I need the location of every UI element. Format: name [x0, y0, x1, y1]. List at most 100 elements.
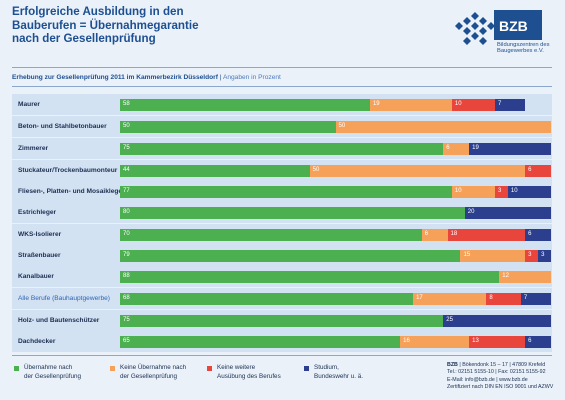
chart-top-divider: [12, 86, 552, 87]
data-label-estrichleger-series-1: 80: [123, 209, 130, 215]
legend-label-3-line-1: Keine weitere: [217, 364, 256, 371]
bar-segment-holz-und-bautensch-tzer-series-1: [120, 314, 444, 327]
data-label-holz-und-bautensch-tzer-series-4: 25: [446, 317, 453, 323]
subheading-unit: Angaben in Prozent: [222, 74, 281, 81]
data-label-wks-isolierer-series-3: 18: [450, 231, 458, 237]
top-divider: [12, 67, 552, 68]
data-label-stra-enbauer-series-3: 3: [528, 252, 532, 258]
bar-segment-dachdecker-series-4: [525, 335, 551, 348]
legend-swatch-4: [304, 366, 309, 371]
legend-label-4-line-2: Bundeswehr u. ä.: [314, 372, 364, 380]
footer-phone: Tel.: 02151 5155-10 | Fax: 02151 5155-92: [447, 369, 546, 376]
footer-cert: Zertifiziert nach DIN EN ISO 9001 und AZ…: [447, 383, 554, 390]
data-label-stra-enbauer-series-4: 3: [541, 252, 545, 258]
bar-segment-wks-isolierer-series-1: [120, 228, 422, 241]
footer-org: BZB: [447, 362, 458, 368]
data-label-alle-berufe-bauhauptgewerbe-series-1: 68: [123, 295, 130, 301]
bar-segment-wks-isolierer-series-2: [421, 228, 448, 241]
bar-segment-dachdecker-series-1: [120, 335, 401, 348]
title-line-1: Erfolgreiche Ausbildung in den: [12, 5, 184, 18]
bar-segment-wks-isolierer-series-3: [447, 228, 526, 241]
chart-subheading: Erhebung zur Gesellenprüfung 2011 im Kam…: [12, 74, 281, 81]
data-label-fliesen-platten-und-mosaikleger-series-1: 77: [123, 188, 130, 194]
data-label-kanalbauer-series-1: 88: [123, 273, 130, 279]
subheading-separator: |: [217, 74, 223, 81]
category-label-maurer: Maurer: [18, 101, 40, 108]
data-label-wks-isolierer-series-4: 6: [528, 231, 532, 237]
data-label-zimmerer-series-4: 19: [472, 145, 479, 151]
data-label-beton-und-stahlbetonbauer-series-1: 50: [123, 123, 130, 129]
bar-segment-fliesen-platten-und-mosaikleger-series-2: [451, 185, 495, 198]
bar-segment-wks-isolierer-series-4: [525, 228, 551, 241]
legend-label-4-line-1: Studium,: [314, 364, 339, 371]
legend-label-3-line-2: Ausübung des Berufes: [217, 372, 281, 380]
legend-swatch-1: [14, 366, 19, 371]
bar-segment-stra-enbauer-series-1: [120, 249, 461, 262]
bar-segment-alle-berufe-bauhauptgewerbe-series-4: [520, 292, 551, 305]
data-label-maurer-series-4: 7: [497, 101, 502, 107]
bzb-logo-icon: [455, 12, 495, 45]
bar-segment-dachdecker-series-2: [400, 335, 470, 348]
footer-info: BZB | Bökendonk 15 – 17 | 47809 Krefeld …: [447, 362, 553, 391]
category-label-stra-enbauer: Straßenbauer: [18, 252, 61, 259]
data-label-estrichleger-series-4: 20: [467, 209, 475, 215]
bzb-logo-subtitle-line-2: Baugewerbes e.V.: [497, 48, 544, 55]
bar-segment-stuckateur-trockenbaumonteur-series-1: [120, 164, 310, 177]
data-label-dachdecker-series-4: 6: [528, 338, 532, 344]
bar-segment-maurer-series-1: [120, 98, 370, 111]
data-label-alle-berufe-bauhauptgewerbe-series-3: 8: [489, 295, 493, 301]
footer-address: | Bökendonk 15 – 17 | 47809 Krefeld: [457, 362, 546, 368]
category-label-holz-und-bautensch-tzer: Holz- und Bautenschützer: [18, 317, 100, 324]
category-label-estrichleger: Estrichleger: [18, 209, 57, 216]
data-label-maurer-series-1: 58: [123, 101, 130, 107]
data-label-dachdecker-series-2: 16: [403, 338, 410, 344]
data-label-zimmerer-series-1: 75: [123, 145, 130, 151]
data-label-stuckateur-trockenbaumonteur-series-3: 6: [528, 167, 532, 173]
footer-address-line: BZB | Bökendonk 15 – 17 | 47809 Krefeld: [447, 362, 553, 369]
chart-bottom-divider: [12, 355, 552, 356]
bar-segment-zimmerer-series-2: [443, 142, 470, 155]
legend-label-4: Studium, Bundeswehr u. ä.: [314, 364, 363, 381]
bar-segment-maurer-series-2: [369, 98, 452, 111]
legend-label-1-line-2: der Gesellenprüfung: [24, 372, 82, 380]
legend-label-1: Übernahme nach der Gesellenprüfung: [24, 364, 81, 381]
bzb-logo-subtitle: Bildungszentren des Baugewerbes e.V.: [497, 42, 565, 54]
category-label-kanalbauer: Kanalbauer: [18, 273, 54, 280]
legend-label-3: Keine weitere Ausübung des Berufes: [217, 364, 281, 381]
bar-segment-stra-enbauer-series-3: [525, 249, 539, 262]
legend-swatch-2: [110, 366, 115, 371]
data-label-fliesen-platten-und-mosaikleger-series-4: 10: [510, 188, 518, 194]
data-label-stuckateur-trockenbaumonteur-series-1: 44: [123, 167, 130, 173]
bzb-logo-text: BZB: [494, 10, 542, 40]
bar-segment-zimmerer-series-4: [469, 142, 551, 155]
data-label-fliesen-platten-und-mosaikleger-series-2: 10: [454, 188, 462, 194]
bar-segment-holz-und-bautensch-tzer-series-4: [443, 314, 551, 327]
data-label-maurer-series-3: 10: [454, 101, 462, 107]
category-label-wks-isolierer: WKS-Isolierer: [18, 231, 62, 238]
data-label-alle-berufe-bauhauptgewerbe-series-4: 7: [523, 295, 528, 301]
bar-segment-estrichleger-series-4: [464, 206, 551, 219]
title-line-2: Bauberufen = Übernahmegarantie: [12, 18, 199, 32]
bar-segment-stra-enbauer-series-2: [460, 249, 526, 262]
data-label-beton-und-stahlbetonbauer-series-2: 50: [338, 123, 346, 129]
data-label-wks-isolierer-series-1: 70: [123, 231, 130, 237]
data-label-kanalbauer-series-2: 12: [502, 273, 509, 279]
data-label-alle-berufe-bauhauptgewerbe-series-2: 17: [416, 295, 423, 301]
bar-segment-stra-enbauer-series-4: [538, 249, 551, 262]
bar-segment-zimmerer-series-1: [120, 142, 444, 155]
bar-segment-fliesen-platten-und-mosaikleger-series-3: [494, 185, 508, 198]
data-label-zimmerer-series-2: 6: [446, 145, 450, 151]
bar-segment-beton-und-stahlbetonbauer-series-2: [335, 120, 551, 133]
data-label-holz-und-bautensch-tzer-series-1: 75: [123, 317, 130, 323]
bar-segment-alle-berufe-bauhauptgewerbe-series-2: [413, 292, 487, 305]
category-label-beton-und-stahlbetonbauer: Beton- und Stahlbetonbauer: [18, 123, 107, 130]
legend-swatch-3: [207, 366, 212, 371]
bar-segment-maurer-series-4: [494, 98, 526, 111]
page-title: Erfolgreiche Ausbildung in den Bauberufe…: [12, 5, 242, 46]
category-label-fliesen-platten-und-mosaikleger: Fliesen-, Platten- und Mosaikleger: [18, 188, 125, 195]
data-label-dachdecker-series-1: 65: [123, 338, 130, 344]
data-label-stra-enbauer-series-2: 15: [463, 252, 471, 258]
subheading-main: Erhebung zur Gesellenprüfung 2011 im Kam…: [12, 74, 218, 81]
bar-segment-maurer-series-3: [451, 98, 495, 111]
